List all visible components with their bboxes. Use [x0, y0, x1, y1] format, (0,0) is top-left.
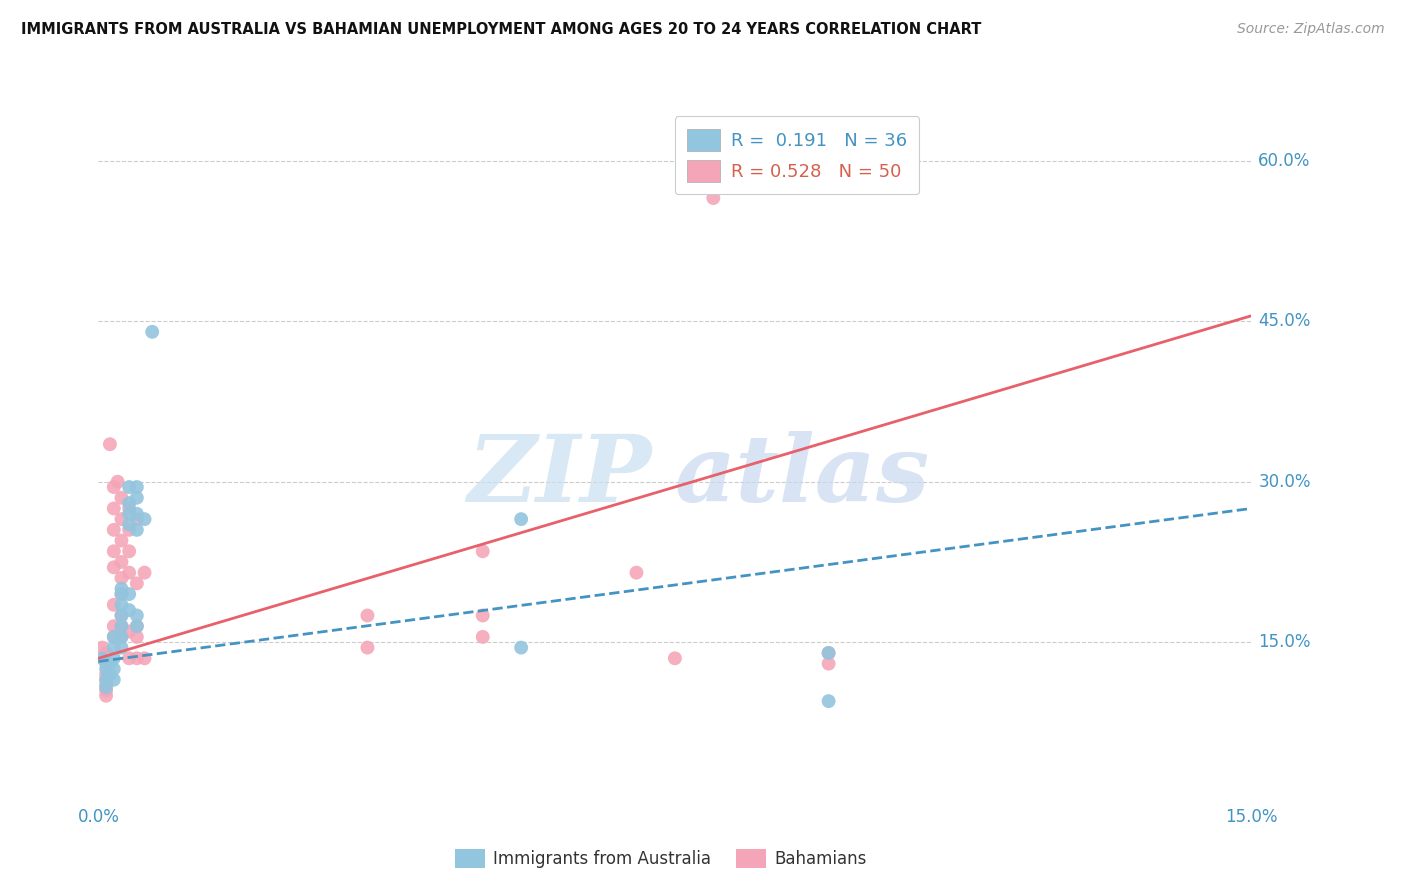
Text: IMMIGRANTS FROM AUSTRALIA VS BAHAMIAN UNEMPLOYMENT AMONG AGES 20 TO 24 YEARS COR: IMMIGRANTS FROM AUSTRALIA VS BAHAMIAN UN…	[21, 22, 981, 37]
Point	[94, 662, 117, 676]
Point	[94, 673, 117, 687]
Point	[110, 608, 132, 623]
Point	[110, 598, 132, 612]
Point	[110, 608, 132, 623]
Text: 30.0%: 30.0%	[1258, 473, 1310, 491]
Point	[356, 608, 378, 623]
Point	[110, 630, 132, 644]
Point	[118, 517, 141, 532]
Point	[110, 630, 132, 644]
Point	[118, 523, 141, 537]
Point	[98, 657, 121, 671]
Point	[103, 480, 125, 494]
Point	[626, 566, 648, 580]
Point	[125, 507, 148, 521]
Legend: R =  0.191   N = 36, R = 0.528   N = 50: R = 0.191 N = 36, R = 0.528 N = 50	[675, 116, 920, 194]
Point	[94, 673, 117, 687]
Point	[817, 646, 839, 660]
Point	[118, 544, 141, 558]
Point	[510, 512, 533, 526]
Point	[125, 491, 148, 505]
Point	[94, 646, 117, 660]
Point	[110, 571, 132, 585]
Point	[125, 619, 148, 633]
Point	[110, 587, 132, 601]
Point	[125, 523, 148, 537]
Point	[98, 437, 121, 451]
Point	[110, 491, 132, 505]
Point	[103, 501, 125, 516]
Point	[110, 619, 132, 633]
Point	[125, 608, 148, 623]
Point	[817, 646, 839, 660]
Point	[94, 680, 117, 694]
Point	[118, 496, 141, 510]
Point	[125, 630, 148, 644]
Text: ZIP: ZIP	[468, 431, 652, 521]
Point	[103, 651, 125, 665]
Point	[94, 667, 117, 681]
Point	[103, 630, 125, 644]
Point	[91, 640, 114, 655]
Point	[356, 640, 378, 655]
Legend: Immigrants from Australia, Bahamians: Immigrants from Australia, Bahamians	[449, 843, 873, 875]
Point	[103, 640, 125, 655]
Text: atlas: atlas	[675, 431, 931, 521]
Point	[103, 673, 125, 687]
Point	[103, 662, 125, 676]
Point	[103, 598, 125, 612]
Point	[118, 587, 141, 601]
Point	[103, 544, 125, 558]
Text: 15.0%: 15.0%	[1258, 633, 1310, 651]
Point	[94, 683, 117, 698]
Point	[91, 651, 114, 665]
Point	[134, 651, 156, 665]
Point	[94, 689, 117, 703]
Point	[702, 191, 724, 205]
Point	[471, 608, 494, 623]
Point	[125, 480, 148, 494]
Point	[125, 576, 148, 591]
Point	[103, 560, 125, 574]
Point	[110, 512, 132, 526]
Point	[110, 582, 132, 596]
Point	[110, 587, 132, 601]
Point	[817, 694, 839, 708]
Point	[125, 651, 148, 665]
Point	[510, 640, 533, 655]
Point	[107, 475, 129, 489]
Point	[110, 619, 132, 633]
Point	[103, 523, 125, 537]
Point	[98, 667, 121, 681]
Point	[94, 657, 117, 671]
Point	[110, 640, 132, 655]
Point	[118, 566, 141, 580]
Point	[118, 651, 141, 665]
Point	[110, 555, 132, 569]
Point	[134, 512, 156, 526]
Point	[103, 630, 125, 644]
Point	[471, 544, 494, 558]
Point	[118, 501, 141, 516]
Point	[103, 619, 125, 633]
Point	[134, 566, 156, 580]
Point	[125, 619, 148, 633]
Point	[471, 630, 494, 644]
Point	[817, 657, 839, 671]
Point	[664, 651, 686, 665]
Point	[118, 603, 141, 617]
Point	[94, 678, 117, 692]
Point	[110, 533, 132, 548]
Point	[118, 507, 141, 521]
Point	[118, 624, 141, 639]
Text: 45.0%: 45.0%	[1258, 312, 1310, 330]
Point	[118, 480, 141, 494]
Point	[125, 512, 148, 526]
Text: 60.0%: 60.0%	[1258, 152, 1310, 169]
Text: Source: ZipAtlas.com: Source: ZipAtlas.com	[1237, 22, 1385, 37]
Point	[141, 325, 163, 339]
